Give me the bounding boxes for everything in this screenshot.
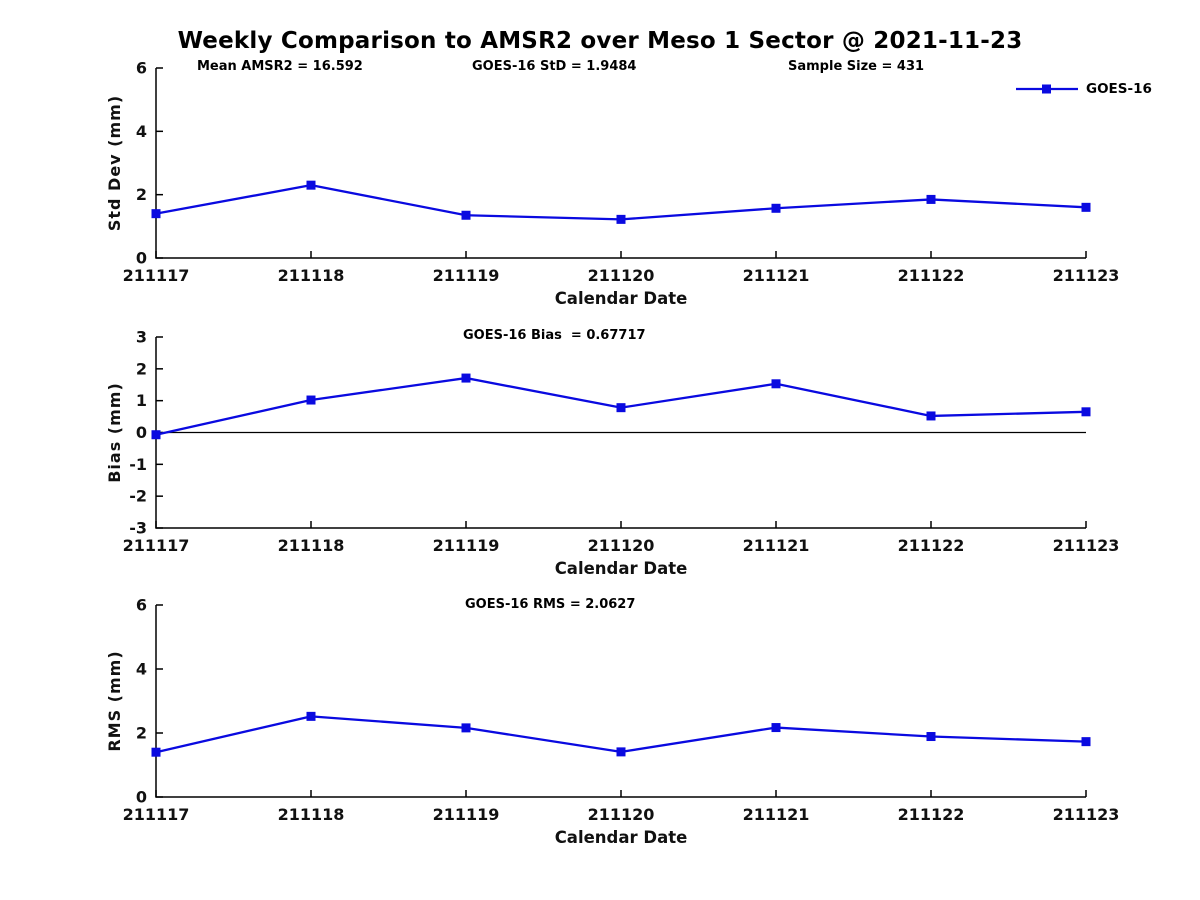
annotation-sample-size: Sample Size = 431 (788, 59, 925, 74)
subplot-std-dev: 0 2 4 6 211117 211118 211119 211120 211121 211122… (105, 60, 1120, 308)
data-line (155, 715, 1087, 754)
data-point-marker (771, 203, 781, 213)
x-tick-label: 211117 (123, 805, 190, 824)
x-tick-label: 211117 (123, 536, 190, 555)
data-point-marker (151, 747, 161, 757)
x-tick-label: 211122 (898, 266, 965, 285)
data-point-marker (616, 747, 626, 757)
data-point-marker (771, 723, 781, 733)
y-tick-label: 3 (136, 330, 147, 347)
y-tick-label: 0 (136, 423, 147, 442)
y-tick-label: 4 (136, 122, 147, 141)
y-tick-label: 6 (136, 597, 147, 615)
data-point-marker (926, 732, 936, 742)
y-tick-label: 4 (136, 660, 147, 679)
data-point-marker (151, 430, 161, 440)
x-tick-label: 211121 (743, 805, 810, 824)
x-tick-label: 211121 (743, 536, 810, 555)
y-axis-title: RMS (mm) (105, 650, 124, 751)
x-tick-label: 211123 (1053, 266, 1120, 285)
x-tick-label: 211119 (433, 805, 500, 824)
axis-spines (155, 605, 1086, 798)
x-tick-label: 211120 (588, 266, 655, 285)
data-point-marker (461, 210, 471, 220)
annotation-goes16-std: GOES-16 StD = 1.9484 (472, 59, 637, 74)
annotation-goes16-bias: GOES-16 Bias = 0.67717 (463, 328, 646, 343)
subplot-rms: 0 2 4 6 211117 211118 211119 211120 211121 211122… (105, 597, 1120, 847)
data-point-marker (616, 214, 626, 224)
data-point-marker (461, 723, 471, 733)
x-tick-label: 211122 (898, 536, 965, 555)
y-tick-label: 1 (136, 391, 147, 410)
figure-title: Weekly Comparison to AMSR2 over Meso 1 S… (177, 28, 1023, 54)
data-point-marker (461, 373, 471, 383)
x-axis-title: Calendar Date (555, 289, 688, 308)
data-point-marker (306, 395, 316, 405)
axis-spines (155, 68, 1086, 259)
x-tick-label: 211123 (1053, 536, 1120, 555)
x-tick-label: 211120 (588, 805, 655, 824)
y-tick-label: 6 (136, 60, 147, 78)
y-tick-label: -2 (129, 487, 147, 506)
y-tick-label: -1 (129, 455, 147, 474)
x-tick-label: 211123 (1053, 805, 1120, 824)
data-point-marker (616, 403, 626, 413)
data-point-marker (926, 194, 936, 204)
y-tick-label: 2 (136, 724, 147, 743)
x-tick-label: 211122 (898, 805, 965, 824)
x-tick-label: 211118 (278, 266, 345, 285)
annotation-goes16-rms: GOES-16 RMS = 2.0627 (465, 597, 636, 612)
x-tick-label: 211121 (743, 266, 810, 285)
data-point-marker (771, 379, 781, 389)
data-point-marker (926, 411, 936, 421)
data-point-marker (1081, 737, 1091, 747)
y-axis-title: Std Dev (mm) (105, 95, 124, 231)
y-tick-label: 0 (136, 788, 147, 807)
legend-marker-icon (1042, 84, 1051, 94)
x-tick-label: 211119 (433, 266, 500, 285)
x-tick-label: 211117 (123, 266, 190, 285)
data-point-marker (1081, 202, 1091, 212)
y-axis-title: Bias (mm) (105, 382, 124, 483)
y-tick-label: 0 (136, 249, 147, 268)
data-point-marker (1081, 407, 1091, 417)
x-axis-title: Calendar Date (555, 828, 688, 847)
annotation-mean-amsr2: Mean AMSR2 = 16.592 (197, 59, 363, 74)
data-point-marker (306, 180, 316, 190)
data-point-marker (306, 711, 316, 721)
y-tick-label: -3 (129, 519, 147, 538)
x-tick-label: 211118 (278, 805, 345, 824)
data-line (155, 184, 1087, 221)
legend-line-sample-icon (1016, 84, 1078, 94)
y-tick-label: 2 (136, 359, 147, 378)
legend-label: GOES-16 (1086, 81, 1152, 97)
x-tick-label: 211120 (588, 536, 655, 555)
data-point-marker (151, 209, 161, 219)
legend: GOES-16 (1014, 80, 1152, 98)
x-axis-title: Calendar Date (555, 559, 688, 578)
y-tick-label: 2 (136, 185, 147, 204)
x-tick-label: 211119 (433, 536, 500, 555)
x-tick-label: 211118 (278, 536, 345, 555)
